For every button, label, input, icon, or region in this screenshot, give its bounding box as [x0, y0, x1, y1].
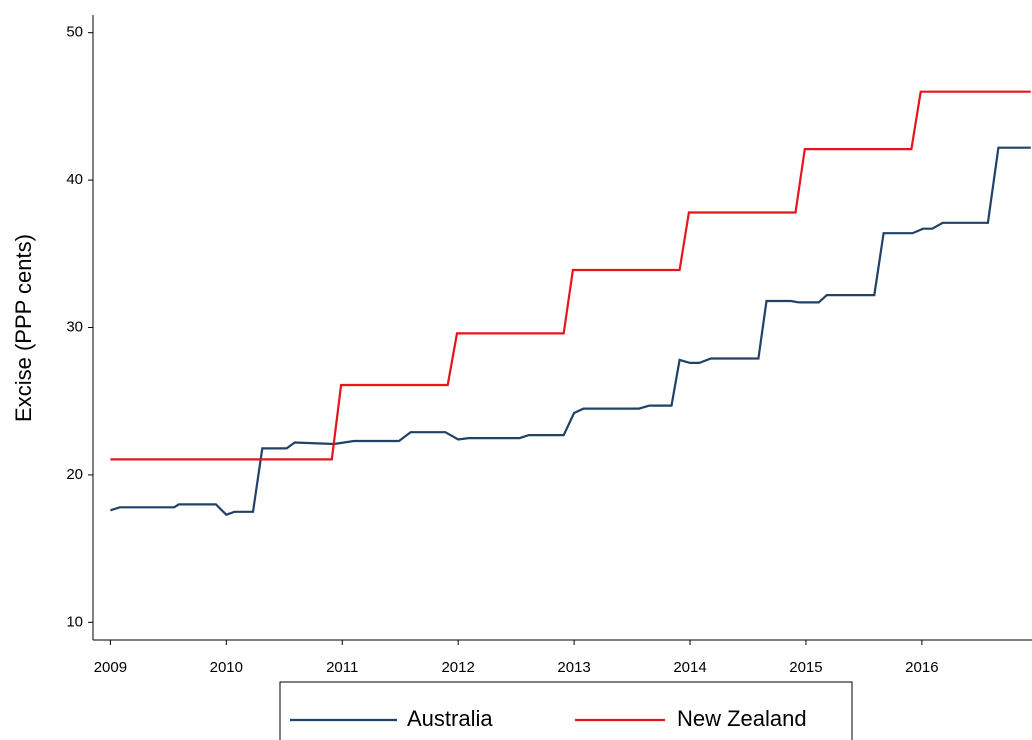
y-tick-label: 50 — [66, 24, 83, 41]
x-tick-label: 2015 — [789, 659, 822, 676]
y-tick-label: 20 — [66, 466, 83, 483]
y-tick-label: 40 — [66, 171, 83, 188]
y-axis-title: Excise (PPP cents) — [11, 234, 36, 422]
x-tick-label: 2011 — [326, 659, 358, 676]
x-tick-label: 2013 — [557, 659, 590, 676]
legend-label: New Zealand — [677, 706, 807, 731]
x-tick-label: 2009 — [94, 659, 127, 676]
legend-box — [279, 681, 853, 740]
y-tick-label: 10 — [66, 613, 83, 630]
line-series — [110, 146, 1031, 516]
y-tick-label: 30 — [66, 318, 83, 335]
line-series — [110, 90, 1031, 461]
x-tick-label: 2012 — [441, 659, 474, 676]
x-tick-label: 2010 — [210, 659, 243, 676]
x-tick-label: 2016 — [905, 659, 938, 676]
x-tick-label: 2014 — [673, 659, 706, 676]
legend-label: Australia — [407, 706, 493, 731]
